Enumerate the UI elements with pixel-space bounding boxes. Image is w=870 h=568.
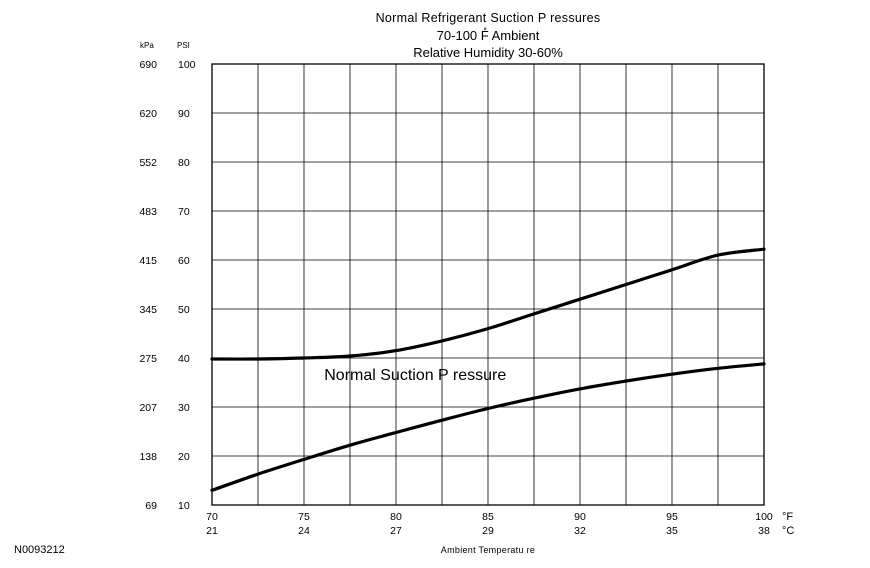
y-tick-kpa: 207 <box>139 402 157 414</box>
y-tick-kpa: 275 <box>139 353 157 365</box>
y-tick-kpa: 345 <box>139 304 157 316</box>
x-tick-celsius: 24 <box>298 525 310 537</box>
y-tick-kpa: 483 <box>139 206 157 218</box>
y-tick-kpa: 138 <box>139 451 157 463</box>
y-tick-labels: 69 10 138 20 207 30 275 40 345 50 415 60 483 70 552 80 6… <box>139 59 195 512</box>
y-unit-kpa: kPa <box>140 41 154 50</box>
series-line-lower-bound <box>210 362 766 492</box>
chart-title-block: Normal Refrigerant Suction P ressures 70… <box>212 10 764 61</box>
y-tick-kpa: 690 <box>139 59 157 71</box>
y-tick-kpa: 415 <box>139 255 157 267</box>
y-tick-psi: 60 <box>178 255 190 267</box>
x-tick-labels: 70 21 75 24 80 27 85 29 90 32 95 35 100 38 <box>206 511 773 537</box>
y-tick-psi: 100 <box>178 59 196 71</box>
y-tick-psi: 50 <box>178 304 190 316</box>
x-unit-fahrenheit: °F <box>782 511 793 523</box>
chart-subtitle-ambient: 70-100 F̊ Ambient <box>436 28 540 43</box>
series-line-upper-bound <box>210 247 766 361</box>
x-tick-celsius: 38 <box>758 525 770 537</box>
y-unit-psi: PSI <box>177 41 190 50</box>
x-tick-celsius: 27 <box>390 525 402 537</box>
y-tick-kpa: 620 <box>139 108 157 120</box>
chart-title: Normal Refrigerant Suction P ressures <box>375 11 601 25</box>
series-annotation: Normal Suction P ressure <box>324 367 506 384</box>
x-tick-fahrenheit: 95 <box>666 511 678 523</box>
x-unit-celsius: °C <box>782 525 794 537</box>
x-tick-celsius: 29 <box>482 525 494 537</box>
y-tick-psi: 80 <box>178 157 190 169</box>
y-tick-psi: 40 <box>178 353 190 365</box>
x-tick-fahrenheit: 90 <box>574 511 586 523</box>
x-tick-celsius: 21 <box>206 525 218 537</box>
x-tick-celsius: 32 <box>574 525 586 537</box>
y-tick-psi: 20 <box>178 451 190 463</box>
x-tick-fahrenheit: 85 <box>482 511 494 523</box>
x-tick-fahrenheit: 80 <box>390 511 402 523</box>
x-axis-label: Ambient Temperatu re <box>440 545 536 555</box>
y-tick-kpa: 552 <box>139 157 157 169</box>
grid <box>211 63 765 506</box>
chart-subtitle-humidity: Relative Humidity 30-60% <box>413 45 563 60</box>
y-tick-psi: 10 <box>178 500 190 512</box>
x-tick-fahrenheit: 75 <box>298 511 310 523</box>
figure-id: N0093212 <box>14 544 65 556</box>
x-tick-celsius: 35 <box>666 525 678 537</box>
y-tick-psi: 90 <box>178 108 190 120</box>
y-tick-psi: 30 <box>178 402 190 414</box>
y-tick-kpa: 69 <box>145 500 157 512</box>
y-tick-psi: 70 <box>178 206 190 218</box>
series-lines <box>210 247 766 492</box>
x-tick-fahrenheit: 100 <box>755 511 773 523</box>
x-tick-fahrenheit: 70 <box>206 511 218 523</box>
